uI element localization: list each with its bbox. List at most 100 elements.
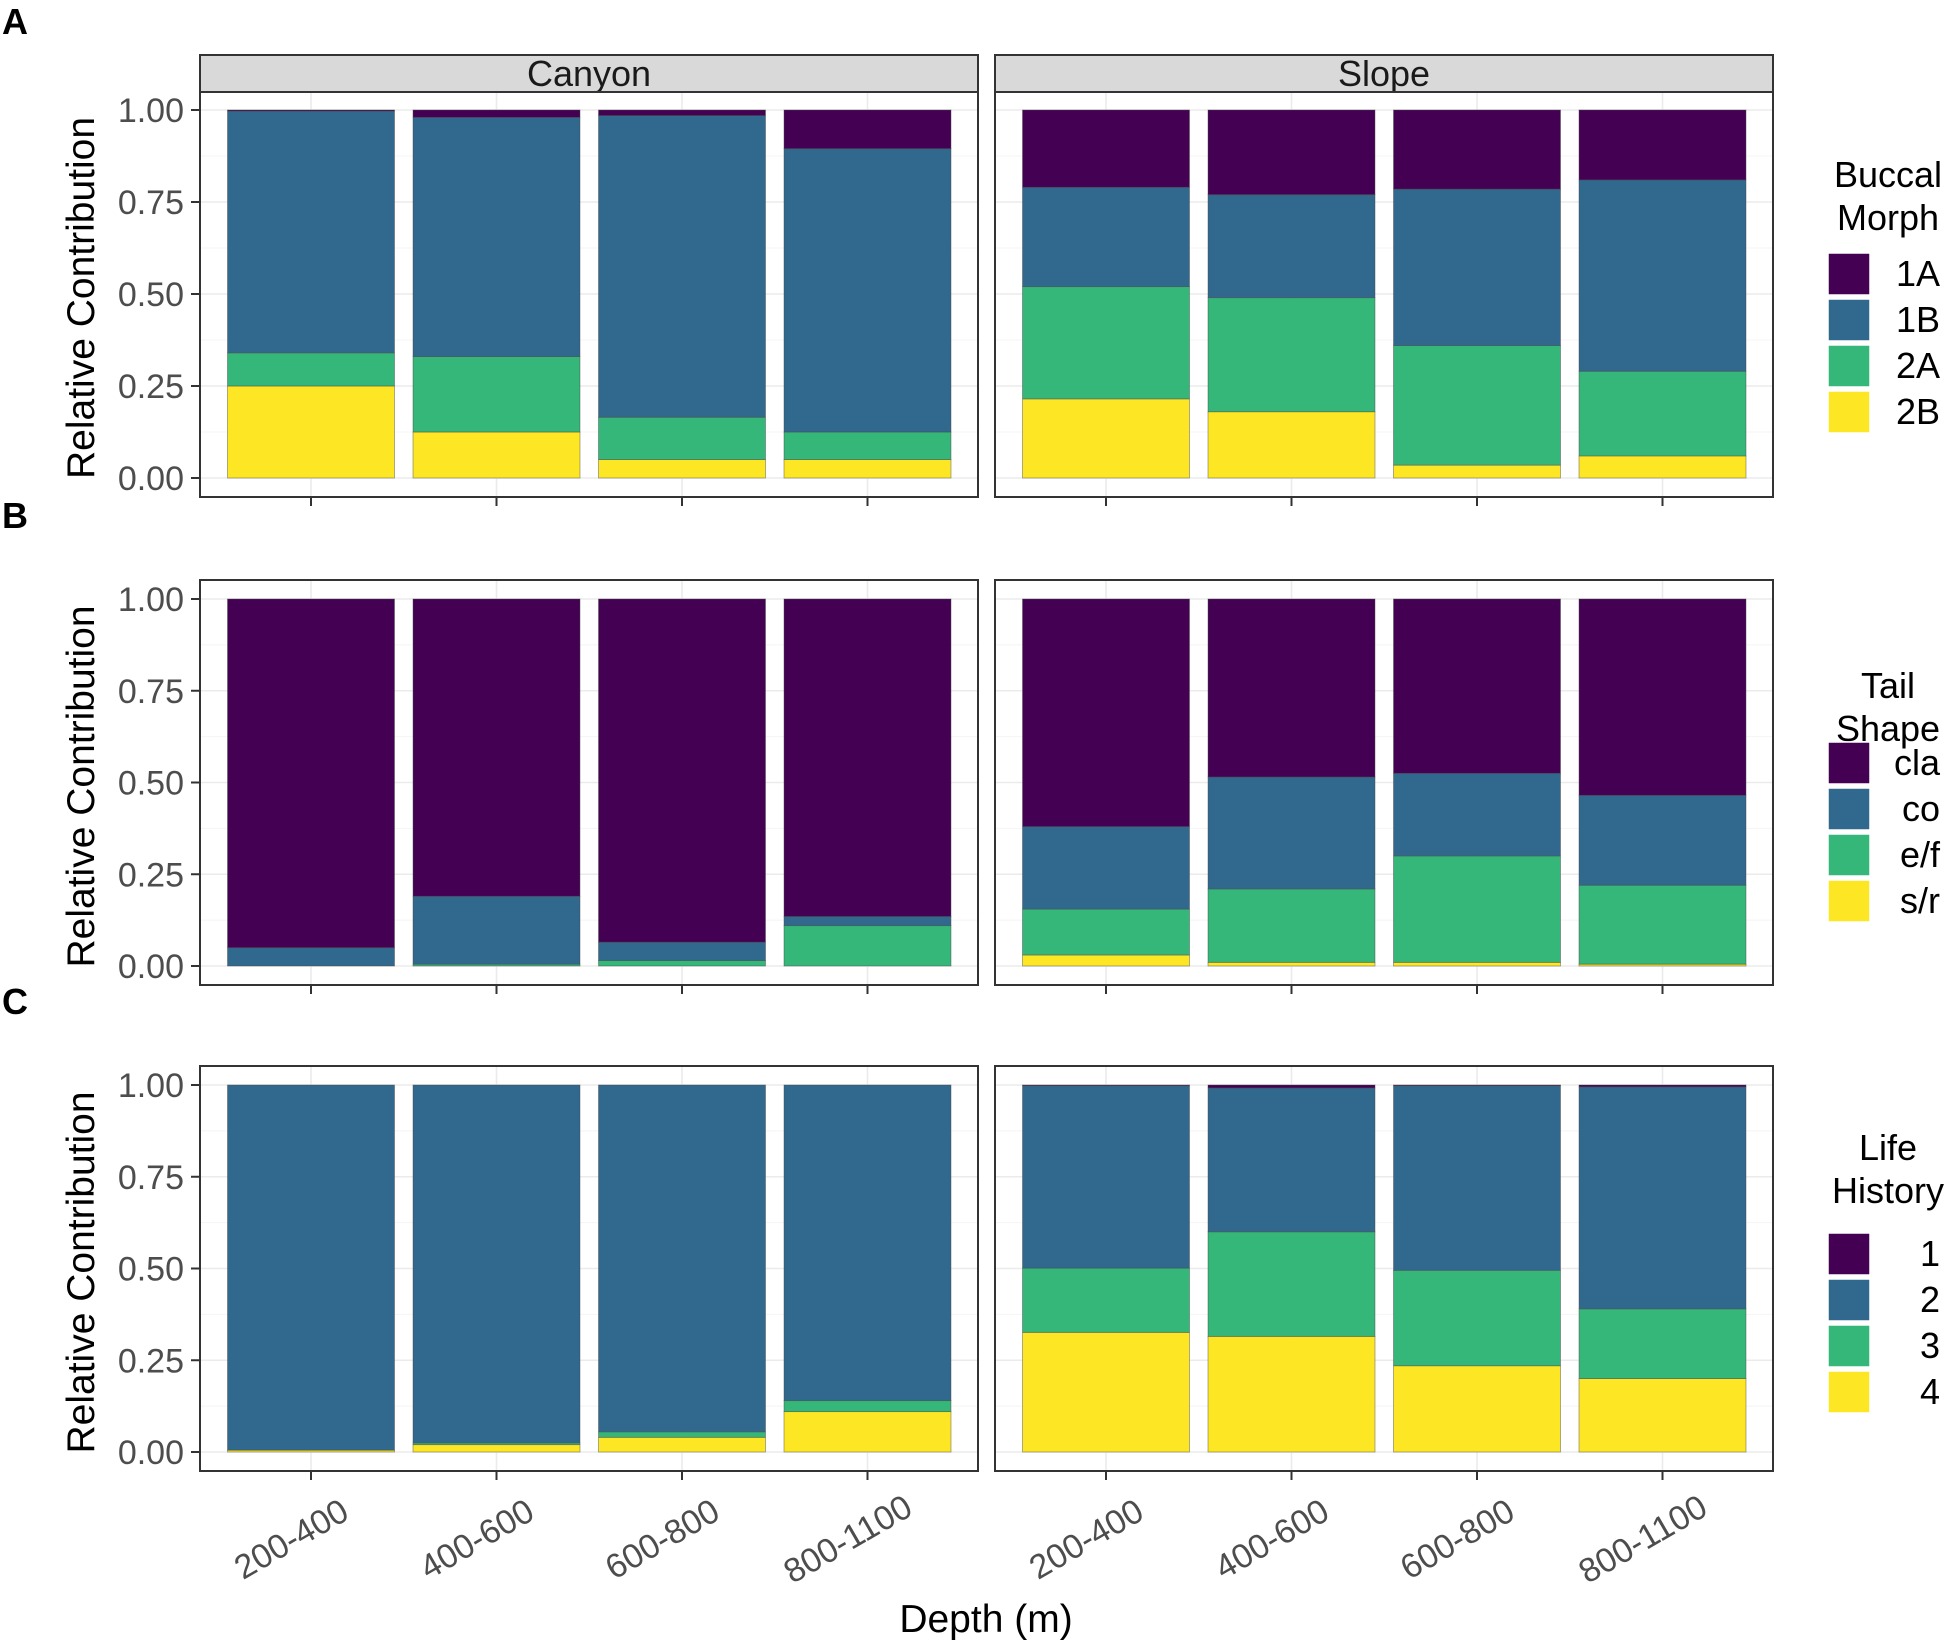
legend-key-2b (1827, 390, 1871, 434)
legend-key-e-f (1827, 833, 1871, 877)
bar-segment-b-canyon-400-600-co (412, 895, 581, 965)
bar-segment-c-canyon-800-1100-4 (783, 1411, 952, 1453)
bar-segment-c-canyon-800-1100-2 (783, 1084, 952, 1402)
bar-segment-b-slope-800-1100-e-f (1578, 884, 1747, 965)
y-tick-label: 0.75 (118, 184, 184, 222)
bar-segment-c-slope-200-400-4 (1022, 1331, 1190, 1453)
bar-segment-a-slope-200-400-2a (1022, 286, 1190, 400)
bar-segment-c-slope-600-800-3 (1393, 1269, 1561, 1367)
bar-segment-a-slope-600-800-1b (1393, 188, 1561, 346)
bar-segment-b-canyon-400-600-cla (412, 598, 581, 897)
legend-key-3 (1827, 1324, 1871, 1368)
bar-segment-a-canyon-200-400-1a (227, 109, 395, 112)
y-tick-label: 0.25 (118, 856, 184, 894)
bar-segment-a-slope-400-600-1b (1207, 194, 1376, 299)
legend-key-1b (1827, 298, 1871, 342)
bar-segment-b-slope-800-1100-cla (1578, 598, 1747, 796)
bar-segment-b-slope-800-1100-co (1578, 794, 1747, 886)
bar-segment-b-slope-600-800-s-r (1393, 961, 1561, 967)
bar-segment-c-slope-800-1100-3 (1578, 1308, 1747, 1379)
y-tick-label: 0.00 (118, 1434, 184, 1472)
bar-segment-a-slope-600-800-1a (1393, 109, 1561, 190)
bar-segment-a-slope-800-1100-2a (1578, 370, 1747, 457)
bar-segment-a-canyon-800-1100-1b (783, 148, 952, 433)
legend-key-4 (1827, 1370, 1871, 1414)
bar-segment-a-slope-600-800-2b (1393, 464, 1561, 479)
bar-segment-a-slope-800-1100-1b (1578, 179, 1747, 372)
bar-segment-b-canyon-800-1100-co (783, 916, 952, 927)
bar-segment-c-slope-600-800-1 (1393, 1084, 1561, 1087)
facet-strip-canyon (199, 54, 979, 93)
bar-segment-b-canyon-600-800-co (598, 941, 766, 961)
bar-segment-c-canyon-400-600-4 (412, 1444, 581, 1453)
bar-segment-c-canyon-200-400-2 (227, 1084, 395, 1451)
bar-segment-a-slope-400-600-1a (1207, 109, 1376, 196)
bar-segment-c-slope-200-400-1 (1022, 1084, 1190, 1087)
y-tick-label: 0.50 (118, 765, 184, 803)
legend-title-c: History (1832, 1170, 1944, 1211)
bar-segment-c-slope-200-400-2 (1022, 1085, 1190, 1269)
facet-strip-slope (994, 54, 1774, 93)
bar-segment-b-slope-600-800-e-f (1393, 855, 1561, 963)
panel-letter-a: A (2, 1, 28, 42)
bar-segment-c-canyon-600-800-2 (598, 1084, 766, 1433)
panel-letter-b: B (2, 495, 28, 536)
y-axis-title-c: Relative Contribution (60, 1091, 103, 1453)
legend-label-co: co (1902, 788, 1940, 829)
legend-key-2a (1827, 344, 1871, 388)
legend-key-s-r (1827, 879, 1871, 923)
legend-label-1: 1 (1920, 1233, 1940, 1274)
y-tick-label: 0.50 (118, 1251, 184, 1289)
bar-segment-b-canyon-600-800-cla (598, 598, 766, 943)
bar-segment-c-canyon-800-1100-3 (783, 1400, 952, 1413)
legend-title-a: Morph (1837, 197, 1939, 238)
bar-segment-b-canyon-200-400-cla (227, 598, 395, 949)
bar-segment-b-slope-200-400-e-f (1022, 908, 1190, 956)
bar-segment-a-canyon-600-800-2b (598, 459, 766, 479)
bar-segment-a-canyon-600-800-1b (598, 115, 766, 418)
bar-segment-a-canyon-800-1100-2b (783, 459, 952, 479)
y-tick-label: 0.75 (118, 1159, 184, 1197)
bar-segment-a-canyon-800-1100-2a (783, 431, 952, 461)
bar-segment-c-slope-400-600-1 (1207, 1084, 1376, 1089)
bar-segment-c-slope-400-600-3 (1207, 1231, 1376, 1337)
bar-segment-a-canyon-600-800-2a (598, 416, 766, 460)
y-tick-label: 1.00 (118, 92, 184, 130)
legend-title-c: Life (1859, 1127, 1917, 1168)
bar-segment-b-slope-200-400-s-r (1022, 954, 1190, 967)
bar-segment-c-slope-600-800-2 (1393, 1085, 1561, 1271)
bar-segment-c-canyon-600-800-3 (598, 1431, 766, 1438)
bar-segment-a-canyon-400-600-1b (412, 116, 581, 357)
bar-segment-b-slope-400-600-co (1207, 776, 1376, 890)
bar-segment-c-slope-800-1100-2 (1578, 1086, 1747, 1310)
legend-key-1 (1827, 1232, 1871, 1276)
y-tick-label: 0.00 (118, 948, 184, 986)
y-tick-label: 0.25 (118, 368, 184, 406)
bar-segment-a-canyon-400-600-2b (412, 431, 581, 479)
y-tick-label: 0.00 (118, 460, 184, 498)
bar-segment-a-canyon-400-600-1a (412, 109, 581, 118)
legend-label-1a: 1A (1896, 253, 1940, 294)
bar-segment-c-canyon-600-800-4 (598, 1436, 766, 1453)
y-tick-label: 0.25 (118, 1342, 184, 1380)
bar-segment-a-canyon-800-1100-1a (783, 109, 952, 150)
bar-segment-a-canyon-600-800-1a (598, 109, 766, 116)
legend-label-4: 4 (1920, 1371, 1940, 1412)
bar-segment-a-canyon-200-400-2b (227, 385, 395, 479)
legend-label-e-f: e/f (1900, 834, 1941, 875)
legend-label-s-r: s/r (1900, 880, 1940, 921)
bar-segment-a-canyon-200-400-2a (227, 352, 395, 387)
facet-label-slope: Slope (1338, 53, 1430, 94)
bar-segment-b-slope-400-600-e-f (1207, 888, 1376, 963)
bar-segment-c-slope-200-400-3 (1022, 1267, 1190, 1333)
legend-label-2: 2 (1920, 1279, 1940, 1320)
y-axis-title-a: Relative Contribution (60, 117, 103, 479)
bar-segment-b-slope-200-400-cla (1022, 598, 1190, 827)
bar-segment-a-slope-200-400-2b (1022, 398, 1190, 479)
bar-segment-b-slope-400-600-s-r (1207, 961, 1376, 967)
bar-segment-c-slope-800-1100-4 (1578, 1378, 1747, 1453)
bar-segment-a-slope-800-1100-2b (1578, 455, 1747, 479)
x-axis-title: Depth (m) (899, 1598, 1072, 1641)
bar-segment-c-canyon-400-600-2 (412, 1084, 581, 1444)
bar-segment-b-canyon-600-800-e-f (598, 960, 766, 967)
